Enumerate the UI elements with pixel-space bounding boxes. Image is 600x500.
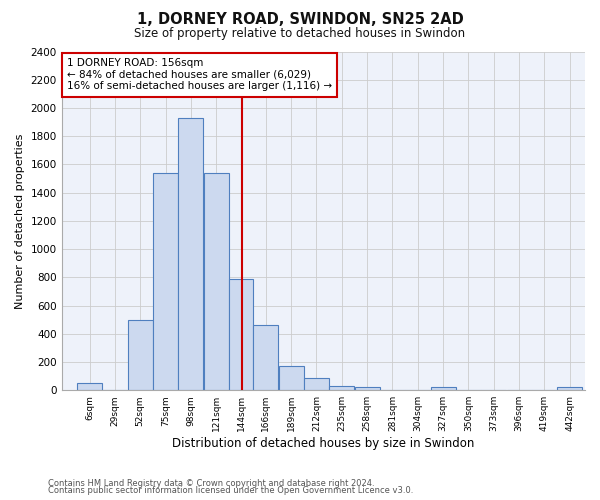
Bar [153,173,178,390]
X-axis label: Distribution of detached houses by size in Swindon: Distribution of detached houses by size … [172,437,475,450]
Bar [557,388,582,390]
Text: Size of property relative to detached houses in Swindon: Size of property relative to detached ho… [134,28,466,40]
Text: 1, DORNEY ROAD, SWINDON, SN25 2AD: 1, DORNEY ROAD, SWINDON, SN25 2AD [137,12,463,28]
Bar [329,386,354,390]
Bar [204,173,229,390]
Bar [355,388,380,390]
Bar [253,326,278,390]
Bar [304,378,329,390]
Bar [431,388,455,390]
Bar [278,366,304,390]
Bar [128,320,152,390]
Bar [77,383,102,390]
Text: 1 DORNEY ROAD: 156sqm
← 84% of detached houses are smaller (6,029)
16% of semi-d: 1 DORNEY ROAD: 156sqm ← 84% of detached … [67,58,332,92]
Bar [229,278,253,390]
Text: Contains HM Land Registry data © Crown copyright and database right 2024.: Contains HM Land Registry data © Crown c… [48,478,374,488]
Bar [178,118,203,390]
Y-axis label: Number of detached properties: Number of detached properties [15,133,25,308]
Text: Contains public sector information licensed under the Open Government Licence v3: Contains public sector information licen… [48,486,413,495]
